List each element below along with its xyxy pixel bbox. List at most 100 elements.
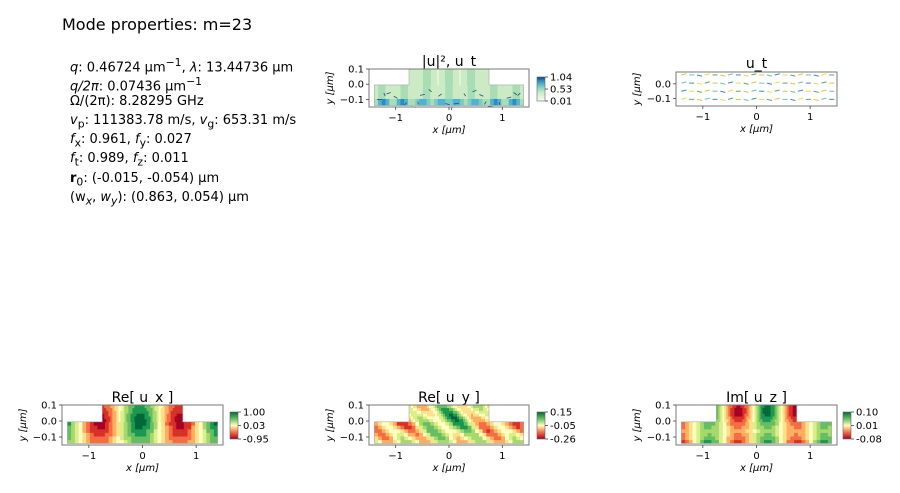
field-cell <box>142 419 145 423</box>
y-tick-label: −0.1 <box>647 94 671 105</box>
field-cell <box>758 405 761 409</box>
field-cell <box>89 432 94 437</box>
field-cell <box>452 439 457 444</box>
field-cell <box>471 98 476 103</box>
field-cell <box>703 436 708 441</box>
field-cell <box>479 419 482 423</box>
field-cell <box>772 405 775 409</box>
field-cell <box>512 98 517 103</box>
colorbar-tick-label: 0.53 <box>550 85 572 96</box>
field-cell <box>439 79 442 83</box>
vector-arrow <box>681 81 687 84</box>
field-cell <box>400 84 405 89</box>
field-cell <box>425 419 428 423</box>
field-cell <box>445 419 448 423</box>
vector-arrow <box>790 90 796 93</box>
field-cell <box>156 416 159 420</box>
field-cell <box>106 419 109 423</box>
field-cell <box>490 436 495 441</box>
field-cell <box>407 95 412 99</box>
field-cell <box>772 416 775 420</box>
field-cell <box>475 410 478 414</box>
field-cell <box>790 416 794 420</box>
field-cell <box>700 436 705 441</box>
field-cell <box>104 429 109 433</box>
field-cell <box>134 405 137 409</box>
field-cell <box>748 413 751 417</box>
field-cell <box>460 425 465 430</box>
field-cell <box>824 421 829 426</box>
field-cell <box>449 76 452 80</box>
field-cell <box>411 76 414 80</box>
field-cell <box>411 82 414 86</box>
vector-arrow <box>727 97 734 100</box>
field-cell <box>752 419 755 423</box>
field-cell <box>471 95 476 99</box>
field-cell <box>404 91 409 96</box>
field-cell <box>153 432 158 437</box>
field-cell <box>473 416 476 420</box>
field-cell <box>740 407 743 411</box>
field-cell <box>396 88 401 93</box>
field-cell <box>473 405 476 409</box>
field-cell <box>486 432 491 437</box>
field-cell <box>443 407 446 411</box>
vector-arrow <box>743 82 749 85</box>
vector-arrow <box>751 81 757 84</box>
field-cell <box>776 405 779 409</box>
field-cell <box>396 436 401 441</box>
field-cell <box>413 407 416 411</box>
field-cell <box>726 429 731 433</box>
field-cell <box>162 410 165 414</box>
field-cell <box>417 74 420 78</box>
field-cell <box>449 413 452 417</box>
field-cell <box>389 425 394 430</box>
field-cell <box>127 429 132 433</box>
field-cell <box>415 79 418 83</box>
field-cell <box>455 416 458 420</box>
colorbar-tick-label: 0.15 <box>550 408 572 419</box>
field-cell <box>471 416 474 420</box>
field-cell <box>441 82 444 86</box>
field-cell <box>486 91 491 96</box>
field-cell <box>481 416 484 420</box>
field-cell <box>142 407 145 411</box>
field-cell <box>460 95 465 99</box>
field-cell <box>431 76 434 80</box>
field-cell <box>157 439 162 444</box>
field-cell <box>413 410 416 414</box>
field-cell <box>213 429 218 433</box>
field-cell <box>465 79 468 83</box>
field-cell <box>213 425 218 430</box>
field-cell <box>471 405 474 409</box>
field-cell <box>150 436 155 441</box>
field-cell <box>142 413 145 417</box>
field-cell <box>801 439 806 444</box>
field-cell <box>183 421 188 426</box>
field-cell <box>447 410 450 414</box>
field-cell <box>794 432 799 437</box>
field-cell <box>433 410 436 414</box>
x-tick-label: 0 <box>446 451 452 462</box>
field-cell <box>718 416 721 420</box>
field-cell <box>419 410 422 414</box>
field-cell <box>116 416 119 420</box>
field-cell <box>417 416 420 420</box>
field-cell <box>784 416 787 420</box>
field-cell <box>459 405 462 409</box>
field-cell <box>152 410 155 414</box>
field-cell <box>479 82 482 86</box>
field-cell <box>471 413 474 417</box>
field-cell <box>419 88 424 93</box>
field-cell <box>734 416 737 420</box>
field-cell <box>164 405 167 409</box>
field-cell <box>409 71 412 75</box>
field-cell <box>429 76 432 80</box>
field-cell <box>508 421 513 426</box>
field-cell <box>452 436 457 441</box>
field-cell <box>183 432 188 437</box>
field-cell <box>400 98 405 103</box>
field-cell <box>485 405 488 409</box>
field-cell <box>508 429 513 433</box>
field-cell <box>206 432 211 437</box>
